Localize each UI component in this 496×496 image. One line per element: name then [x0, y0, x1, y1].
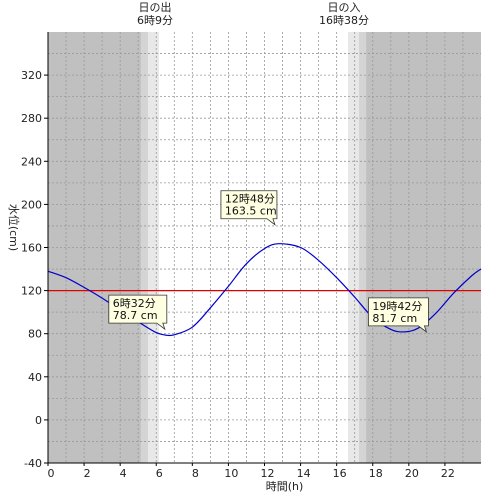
axes-group: 0 2 4 6 8 10 12 14 16 18 20 22 -40 0 40 80 120 160 200 240 2… — [7, 32, 481, 493]
x-tick-label: 10 — [224, 467, 238, 480]
x-tick-label: 18 — [369, 467, 383, 480]
y-tick-label: 80 — [28, 328, 42, 341]
y-tick-label: 320 — [21, 69, 42, 82]
x-tick-label: 12 — [261, 467, 275, 480]
y-tick-label: 240 — [21, 155, 42, 168]
annotation-time: 19時42分 — [372, 300, 422, 313]
x-tick-label: 16 — [333, 467, 347, 480]
x-tick-label: 14 — [297, 467, 311, 480]
x-tick-label: 2 — [84, 467, 91, 480]
sunrise-time: 6時9分 — [137, 14, 173, 27]
y-tick-label: 200 — [21, 198, 42, 211]
grid-lines — [48, 32, 481, 463]
annotation-time: 12時48分 — [225, 193, 275, 206]
x-tick-label: 4 — [120, 467, 127, 480]
y-tick-label: 280 — [21, 112, 42, 125]
x-axis-title: 時間(h) — [266, 480, 304, 493]
annotation-box — [368, 297, 429, 333]
y-tick-label: -40 — [24, 457, 42, 470]
annotation-box — [108, 294, 168, 331]
x-tick-label: 6 — [156, 467, 163, 480]
y-tick-label: 160 — [21, 242, 42, 255]
sunset-time: 16時38分 — [319, 14, 369, 27]
y-tick-label: 0 — [35, 414, 42, 427]
x-tick-label: 8 — [192, 467, 199, 480]
sunset-title: 日の入 — [328, 1, 361, 14]
annotation-time: 6時32分 — [113, 297, 156, 310]
night-band-evening — [366, 32, 481, 463]
x-tick-label: 20 — [405, 467, 419, 480]
annotation-value: 163.5 cm — [225, 205, 277, 218]
twilight-band-evening-dark — [358, 32, 367, 463]
annotation-box — [220, 190, 278, 226]
y-tick-label: 40 — [28, 371, 42, 384]
x-tick-label: 0 — [48, 467, 55, 480]
annotation-value: 81.7 cm — [372, 312, 417, 325]
x-tick-label: 22 — [441, 467, 455, 480]
y-axis-title: 水位(cm) — [7, 204, 21, 251]
sunrise-title: 日の出 — [138, 0, 171, 14]
annotation-value: 78.7 cm — [113, 309, 158, 322]
y-tick-label: 120 — [21, 285, 42, 298]
